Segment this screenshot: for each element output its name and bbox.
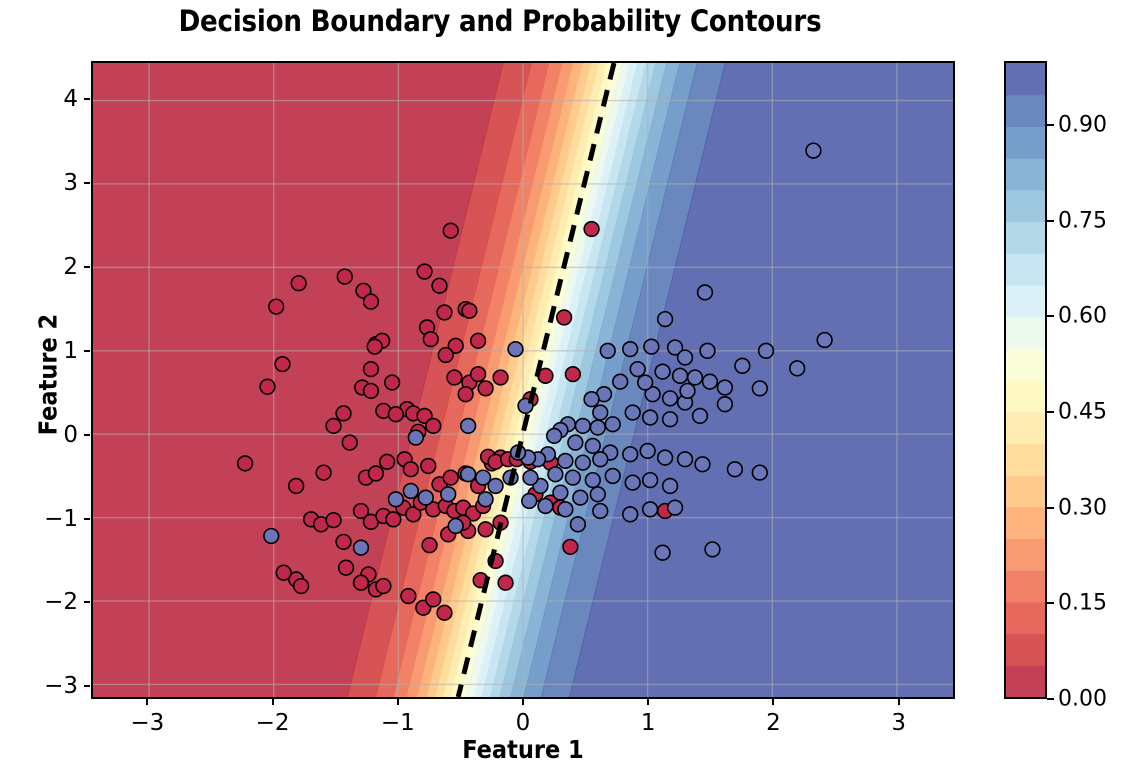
x-tick-label: 0: [515, 710, 531, 736]
y-tick-mark: [84, 685, 90, 688]
colorbar-tick-mark: [1047, 219, 1054, 222]
colorbar-tick-label: 0.90: [1058, 112, 1107, 138]
x-tick-label: 2: [766, 710, 781, 736]
scatter-points: [236, 142, 833, 621]
colorbar: [1004, 61, 1047, 699]
y-tick-mark: [84, 601, 90, 604]
y-tick-label: −2: [44, 589, 78, 616]
colorbar-gradient: [1006, 63, 1045, 697]
x-tick-mark: [396, 699, 399, 705]
y-tick-mark: [84, 349, 90, 352]
decision-boundary-line: [455, 63, 617, 697]
colorbar-tick-mark: [1047, 315, 1054, 318]
y-tick-label: 3: [63, 169, 78, 196]
y-tick-mark: [84, 97, 90, 100]
colorbar-tick-label: 0.60: [1058, 303, 1107, 329]
y-tick-label: 1: [63, 337, 78, 364]
y-tick-label: 0: [63, 421, 78, 448]
colorbar-tick-mark: [1047, 410, 1054, 413]
colorbar-tick-mark: [1047, 698, 1054, 700]
colorbar-tick-label: 0.00: [1058, 686, 1107, 712]
x-axis-label: Feature 1: [462, 735, 584, 764]
colorbar-tick-mark: [1047, 602, 1054, 605]
x-tick-label: −1: [380, 710, 415, 736]
y-tick-mark: [84, 181, 90, 184]
colorbar-tick-label: 0.30: [1058, 495, 1107, 521]
colorbar-tick-label: 0.15: [1058, 590, 1107, 616]
plot-area: [91, 61, 955, 699]
grid-lines: [93, 63, 953, 697]
colorbar-tick-label: 0.45: [1058, 399, 1107, 425]
x-tick-label: 1: [640, 710, 656, 736]
y-tick-label: −1: [44, 505, 78, 532]
x-tick-mark: [146, 699, 149, 705]
page-title: Decision Boundary and Probability Contou…: [178, 4, 822, 38]
y-tick-label: −3: [44, 673, 78, 700]
x-tick-label: −2: [255, 710, 290, 736]
y-tick-mark: [84, 265, 90, 268]
colorbar-tick-mark: [1047, 506, 1054, 509]
y-axis-label: Feature 2: [33, 313, 63, 436]
x-tick-label: −3: [130, 710, 165, 736]
y-tick-mark: [84, 433, 90, 436]
x-tick-mark: [647, 699, 650, 705]
x-tick-mark: [522, 699, 524, 705]
y-tick-mark: [84, 517, 90, 520]
y-tick-label: 2: [63, 253, 78, 280]
colorbar-tick-label: 0.75: [1058, 208, 1107, 233]
x-tick-mark: [897, 699, 900, 705]
colorbar-tick-mark: [1047, 123, 1054, 126]
y-tick-label: 4: [63, 85, 78, 112]
x-tick-mark: [271, 699, 274, 705]
x-tick-mark: [772, 699, 775, 705]
x-tick-label: 3: [891, 710, 906, 736]
